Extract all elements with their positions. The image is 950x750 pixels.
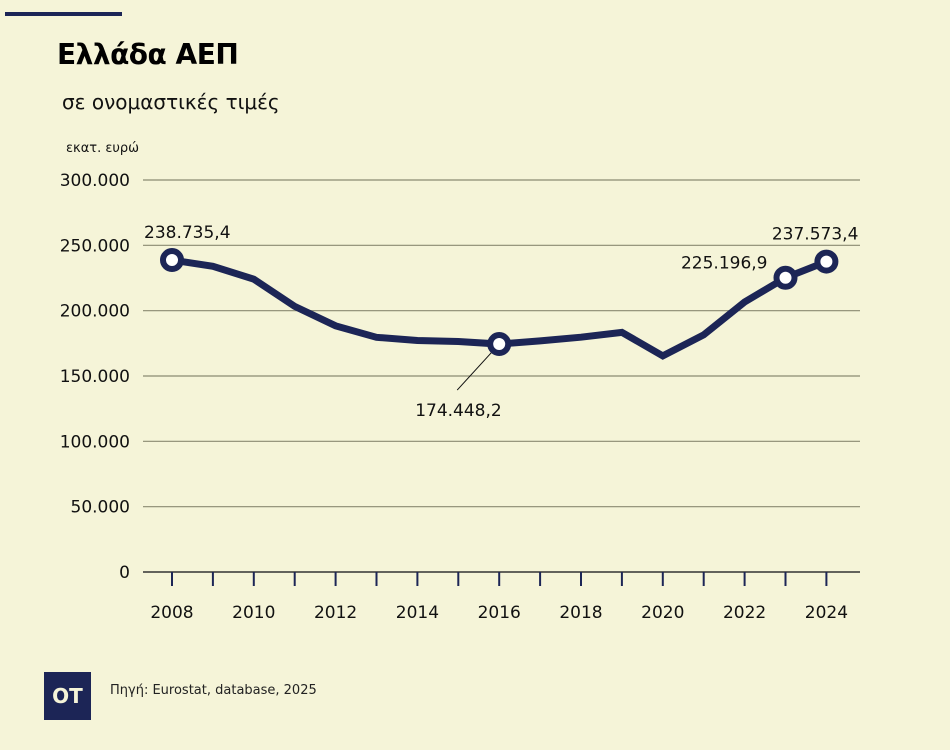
data-point-marker-2024 <box>814 249 839 274</box>
x-tick-label: 2012 <box>314 603 357 623</box>
y-axis-unit-label: εκατ. ευρώ <box>66 141 140 156</box>
y-tick-label: 200.000 <box>60 302 130 322</box>
data-label-2024: 237.573,4 <box>772 225 859 245</box>
y-tick-label: 250.000 <box>60 236 130 256</box>
x-tick-label: 2016 <box>478 603 521 623</box>
y-tick-label: 300.000 <box>60 171 130 191</box>
data-label-2008: 238.735,4 <box>144 223 231 243</box>
y-tick-label: 150.000 <box>60 367 130 387</box>
data-label-2023: 225.196,9 <box>681 254 768 274</box>
x-tick-label: 2022 <box>723 603 766 623</box>
top-accent-bar <box>5 12 122 16</box>
x-tick-label: 2014 <box>396 603 439 623</box>
x-tick-label: 2010 <box>232 603 275 623</box>
y-tick-label: 50.000 <box>71 498 130 518</box>
x-tick-label: 2024 <box>805 603 848 623</box>
chart-subtitle: σε ονομαστικές τιμές <box>62 90 280 114</box>
chart-title: Ελλάδα ΑΕΠ <box>57 38 239 71</box>
data-point-marker-2023 <box>773 265 798 290</box>
ot-logo: OT <box>44 672 91 720</box>
y-tick-label: 0 <box>119 563 130 583</box>
data-point-marker-2016 <box>487 332 512 357</box>
x-tick-label: 2020 <box>641 603 684 623</box>
x-tick-label: 2018 <box>559 603 602 623</box>
source-note: Πηγή: Eurostat, database, 2025 <box>110 683 317 698</box>
data-point-marker-2008 <box>160 248 184 273</box>
data-label-2016: 174.448,2 <box>415 401 502 421</box>
x-tick-label: 2008 <box>150 603 193 623</box>
y-tick-label: 100.000 <box>60 432 130 452</box>
